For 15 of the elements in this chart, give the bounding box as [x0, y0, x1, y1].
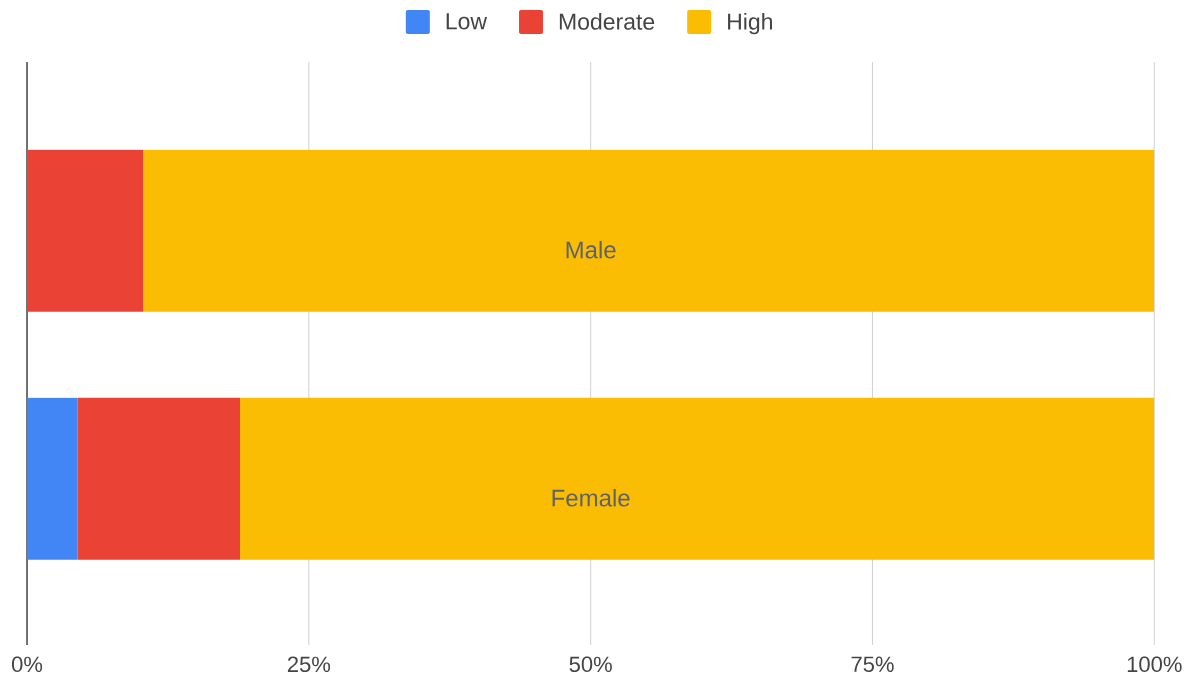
x-tick-label: 75% — [851, 656, 894, 673]
bar — [77, 397, 241, 560]
y-tick-label: Male — [566, 240, 616, 259]
bar — [143, 149, 1155, 312]
y-tick-label: Female — [552, 488, 630, 507]
x-tick-label: 50% — [569, 656, 612, 673]
bar — [240, 397, 1155, 560]
x-tick-label: 25% — [287, 656, 331, 673]
x-tick-label: 0% — [11, 656, 43, 673]
legend-label: High — [728, 12, 772, 35]
bar — [27, 149, 144, 312]
x-tick-label: 100% — [1127, 656, 1182, 673]
legend-label: Low — [446, 13, 488, 30]
bar — [27, 397, 78, 560]
legend-label: Moderate — [559, 12, 655, 30]
